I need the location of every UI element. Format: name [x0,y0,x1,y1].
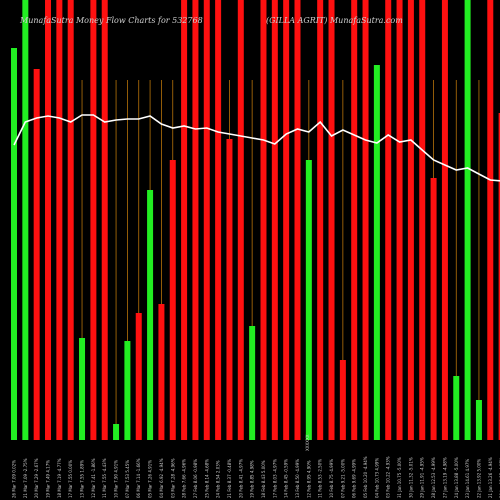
money-flow-bar [45,0,52,440]
money-flow-bar [260,0,267,440]
money-flow-bar [203,0,210,440]
x-tick-label: 22 Jan 13.92 5.00% [476,459,481,498]
money-flow-bar [407,0,414,440]
money-flow-bar [101,0,108,440]
money-flow-bar [294,0,301,440]
x-tick-label: 14 Feb 8.45 -0.59% [284,459,289,498]
chart-title-left: MunafaSutra Money Flow Charts for 532768 [19,16,203,25]
money-flow-bar [453,376,460,440]
x-tick-label: 30 Jan 11.32 -5.01% [408,457,413,498]
x-tick-label: 29 Jan 11.91 -4.95% [420,457,425,498]
x-tick-label: 06 Feb 9.69 -4.99% [352,459,357,498]
x-tick-label: 23 Jan 14.61 4.97% [465,459,470,498]
x-tick-label: 10 Mar 7.90 4.91% [114,460,119,498]
x-tick-label: 18 Mar 7.19 -4.77% [57,458,62,498]
money-flow-bar [249,326,256,440]
money-flow-bar [396,0,403,440]
money-flow-bar [305,160,312,440]
x-tick-label: 17 Mar 7.55 0.00% [68,460,73,498]
money-flow-bar [147,190,154,440]
x-tick-label: 12 Feb 8.95 4.90% [306,460,311,498]
money-flow-bar [124,341,131,440]
money-flow-bar [271,0,278,440]
money-flow-bar [430,178,437,440]
money-flow-bar [158,304,165,440]
x-tick-label: 26 Mar 7.09 0.02% [12,460,17,498]
x-tick-label: 20 Mar 7.29 -2.67% [34,458,39,498]
x-tick-label: 07 Feb 9.21 -5.00% [340,459,345,498]
money-flow-bar [362,0,369,440]
x-tick-label: 07 Mar 7.53 5.45% [125,460,130,498]
money-flow-bar [328,0,335,440]
x-tick-label: 24 Feb 8.54 2.03% [216,460,221,498]
x-tick-label: 24 Jan 13.88 -5.00% [454,457,459,498]
x-tick-label: 18 Feb 8.43 5.00% [261,460,266,498]
money-flow-bar [373,65,380,440]
x-tick-label: 19 Mar 7.49 4.17% [46,460,51,498]
x-tick-label: 13 Feb 8.50 -4.99% [295,459,300,498]
x-tick-label: 17 Feb 8.03 -4.97% [272,459,277,498]
money-flow-bar [113,424,120,440]
x-tick-label: 06 Mar 7.14 -1.66% [136,458,141,498]
x-tick-label: 11 Feb 8.53 -2.50% [318,459,323,498]
x-tick-label: 21 Jan 13.26 -4.94% [488,457,493,498]
x-tick-label: 21 Mar 7.09 -2.75% [23,458,28,498]
bar-layer [11,0,500,440]
x-tick-label: 20 Feb 8.41 -4.97% [238,459,243,498]
x-tick-label: 03 Feb 10.22 -4.93% [386,456,391,498]
money-flow-bar [351,0,358,440]
x-tick-label: 04 Mar 6.92 -4.94% [159,458,164,498]
x-tick-label: 25 Feb 8.14 -4.68% [204,459,209,498]
money-flow-bar [22,0,29,440]
money-flow-bar [56,0,63,440]
money-flow-bar [215,0,222,440]
x-tick-label: 27 Feb 8.06 -0.98% [193,459,198,498]
money-flow-bar [464,0,471,440]
x-tick-label: 11 Mar 7.55 -4.43% [102,458,107,498]
x-tick-label: 21 Feb 8.37 -0.48% [227,459,232,498]
money-flow-bar [283,0,290,440]
x-tick-label: 31 Jan 10.75 -5.00% [397,457,402,498]
price-line-layer [13,114,500,182]
money-flow-bar [419,0,426,440]
money-flow-bar [169,160,176,440]
money-flow-bar [487,0,494,440]
tick-label-layer: 26 Mar 7.09 0.02% 21 Mar 7.09 -2.75% 20 Ma… [12,456,500,498]
money-flow-bar [441,0,448,440]
money-flow-bar [135,313,142,440]
x-tick-label: 05 Feb 10.20 -4.94% [363,456,368,498]
money-flow-bar [226,139,233,440]
x-tick-label: 10 Feb 8.75 -4.99% [329,459,334,498]
money-flow-bar [67,0,74,440]
chart-title-right: (GILLA AGRIT) MunafaSutra.com [266,16,403,25]
price-line [13,114,500,182]
x-tick-label: 28 Jan 12.53 -4.99% [431,457,436,498]
money-flow-bar [339,360,346,440]
money-flow-bar [33,69,40,440]
money-flow-bar [237,0,244,440]
x-tick-label: 13 Mar 7.55 1.89% [80,460,85,498]
money-flow-bar [498,113,500,440]
x-tick-label: 28 Feb 7.66 -4.96% [182,459,187,498]
money-flow-bar [79,338,86,440]
x-tick-label: 03 Mar 7.28 -4.96% [170,458,175,498]
money-flow-bar [475,400,482,440]
money-flow-bar [385,0,392,440]
x-tick-label: 19 Feb 8.85 4.98% [250,460,255,498]
money-flow-bar [317,0,324,440]
x-tick-label: 05 Mar 7.26 4.91% [148,460,153,498]
extra-axis-label: XXXXXX [305,434,310,451]
x-tick-label: 04 Feb 10.73 4.99% [374,458,379,498]
money-flow-bar [11,48,17,440]
x-tick-label: 27 Jan 13.19 -4.98% [442,457,447,498]
x-tick-label: 12 Mar 7.41 -1.86% [91,458,96,498]
money-flow-bar [90,0,97,440]
money-flow-bar [192,0,199,440]
money-flow-bar [181,0,188,440]
